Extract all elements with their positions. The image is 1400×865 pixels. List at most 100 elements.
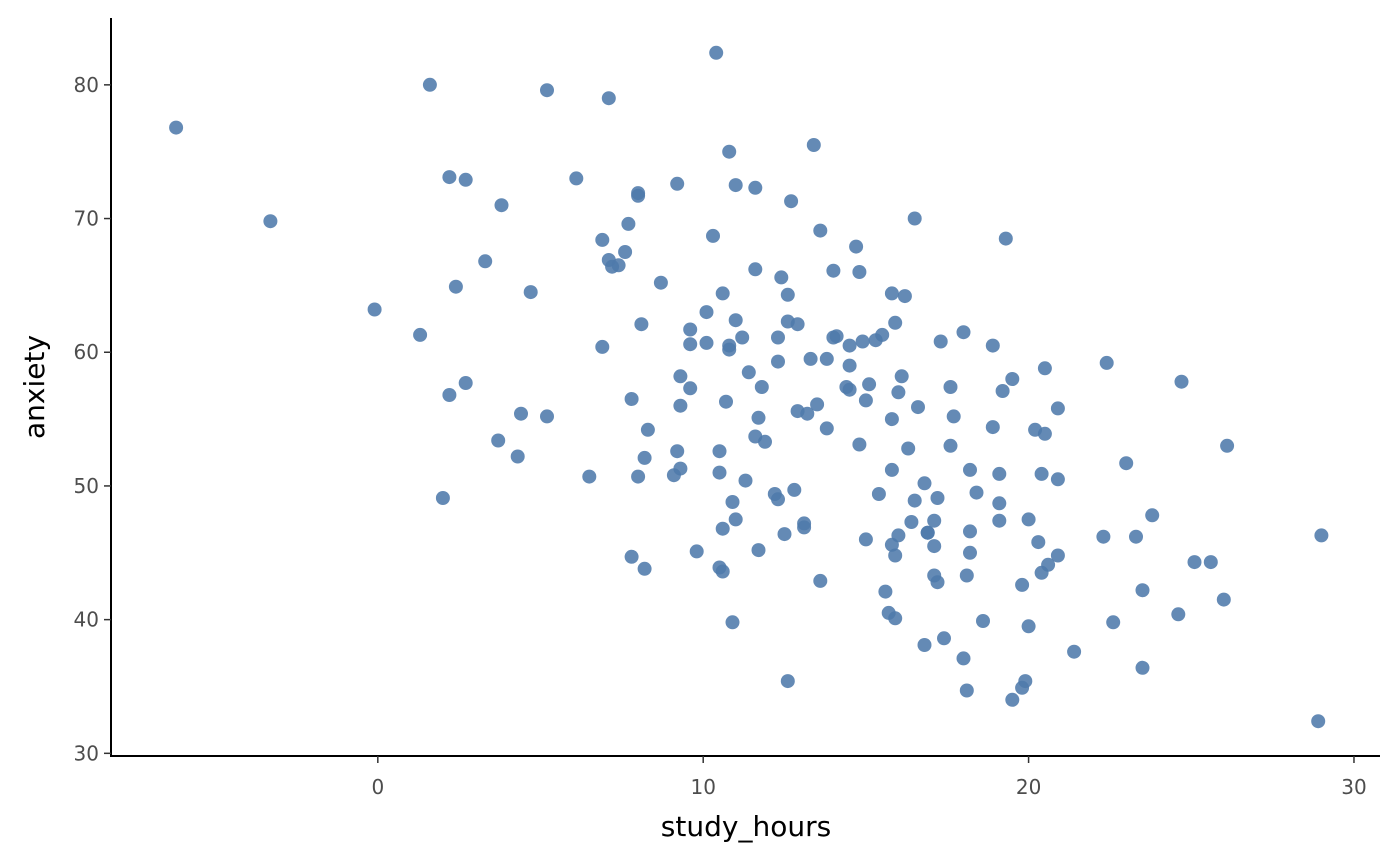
x-axis-ticks: 0 10 20 30 bbox=[371, 756, 1367, 799]
data-point bbox=[911, 400, 925, 415]
data-point bbox=[959, 683, 974, 698]
data-point bbox=[884, 412, 899, 427]
data-point bbox=[826, 263, 841, 278]
data-point bbox=[976, 614, 990, 628]
data-point bbox=[1203, 555, 1218, 570]
data-point bbox=[1099, 355, 1114, 370]
data-point bbox=[806, 138, 821, 152]
data-point bbox=[169, 120, 184, 135]
data-point bbox=[442, 170, 457, 185]
data-point bbox=[728, 313, 743, 328]
data-point bbox=[888, 548, 903, 563]
data-point bbox=[787, 482, 802, 497]
data-point bbox=[933, 334, 948, 349]
data-point bbox=[819, 351, 834, 366]
data-point bbox=[901, 441, 916, 456]
x-tick-label: 20 bbox=[1016, 775, 1041, 799]
data-point bbox=[722, 144, 737, 159]
data-point bbox=[442, 388, 457, 402]
data-point bbox=[810, 397, 825, 412]
data-point bbox=[875, 327, 890, 342]
data-point bbox=[904, 515, 919, 529]
data-point bbox=[1005, 692, 1020, 707]
data-point bbox=[927, 539, 942, 554]
data-point bbox=[995, 384, 1010, 398]
data-point bbox=[683, 322, 698, 337]
data-point bbox=[1031, 535, 1046, 550]
data-point bbox=[1220, 438, 1235, 453]
data-point bbox=[930, 491, 945, 505]
data-point bbox=[842, 382, 857, 397]
data-point bbox=[670, 444, 685, 459]
data-point bbox=[819, 421, 834, 436]
data-point bbox=[673, 461, 688, 476]
data-point bbox=[741, 365, 756, 380]
data-point bbox=[640, 422, 655, 437]
data-point bbox=[920, 525, 935, 540]
data-point bbox=[943, 380, 958, 394]
data-point bbox=[709, 45, 724, 60]
data-point bbox=[852, 437, 867, 452]
data-point bbox=[637, 561, 652, 576]
data-point bbox=[943, 438, 958, 453]
data-point bbox=[1171, 607, 1186, 622]
data-point bbox=[842, 338, 857, 353]
data-point bbox=[670, 176, 685, 191]
data-point bbox=[611, 258, 626, 273]
data-point bbox=[751, 543, 766, 558]
data-point bbox=[878, 584, 893, 599]
data-point bbox=[842, 358, 857, 373]
data-point bbox=[884, 462, 899, 477]
data-point bbox=[478, 254, 493, 269]
data-point bbox=[956, 651, 971, 666]
y-axis-ticks: 30 40 50 60 70 80 bbox=[74, 73, 111, 765]
data-point bbox=[771, 492, 785, 507]
data-point bbox=[1015, 577, 1030, 592]
data-point bbox=[510, 449, 525, 464]
data-point bbox=[888, 611, 903, 626]
data-point bbox=[774, 270, 789, 285]
data-point bbox=[780, 287, 795, 302]
data-point bbox=[813, 223, 828, 238]
x-tick-label: 10 bbox=[690, 775, 715, 799]
data-point bbox=[618, 245, 633, 259]
data-point bbox=[263, 214, 278, 229]
data-point bbox=[715, 286, 730, 301]
data-point bbox=[738, 473, 753, 488]
y-tick-label: 70 bbox=[74, 207, 99, 231]
data-point bbox=[963, 545, 977, 560]
data-point bbox=[985, 420, 1000, 435]
data-point bbox=[458, 172, 473, 187]
data-point bbox=[1311, 714, 1326, 729]
data-point bbox=[514, 406, 528, 421]
data-point bbox=[683, 381, 698, 396]
data-point bbox=[422, 77, 437, 92]
data-point bbox=[891, 385, 906, 400]
data-point bbox=[748, 180, 763, 195]
data-point bbox=[689, 544, 704, 559]
data-point bbox=[494, 198, 509, 213]
data-point bbox=[491, 433, 506, 448]
data-point bbox=[871, 487, 886, 501]
data-point bbox=[715, 521, 730, 536]
y-tick-label: 60 bbox=[74, 340, 99, 364]
data-point bbox=[884, 286, 899, 301]
data-point bbox=[715, 564, 730, 579]
data-point bbox=[582, 469, 597, 484]
data-point bbox=[1050, 401, 1065, 416]
data-point bbox=[458, 376, 473, 390]
data-point bbox=[621, 216, 636, 231]
data-point bbox=[719, 394, 733, 409]
data-point bbox=[595, 339, 610, 354]
data-point bbox=[728, 512, 743, 527]
y-axis-title: anxiety bbox=[18, 335, 51, 439]
data-point bbox=[946, 409, 961, 424]
data-point bbox=[435, 491, 450, 505]
data-point bbox=[1037, 361, 1052, 376]
x-tick-label: 30 bbox=[1341, 775, 1366, 799]
data-point bbox=[1050, 472, 1065, 487]
data-point bbox=[569, 171, 584, 186]
data-point bbox=[631, 469, 646, 484]
data-point bbox=[956, 325, 971, 340]
